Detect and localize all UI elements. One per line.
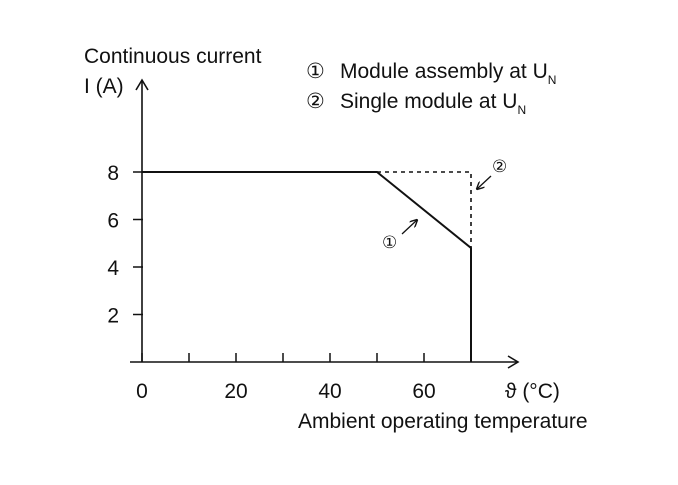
legend: ① Module assembly at UN ② Single module …	[306, 60, 556, 117]
x-tick-label: 20	[224, 380, 247, 403]
x-tick-label: 60	[412, 380, 435, 403]
y-axis-title-line1: Continuous current	[84, 45, 262, 68]
legend-marker: ①	[306, 60, 325, 83]
y-axis-title-line2: I (A)	[84, 75, 124, 98]
legend-label-main: Module assembly at U	[340, 60, 548, 83]
y-ticks	[133, 171, 143, 316]
x-ticks	[141, 353, 472, 362]
series-line-module-assembly	[142, 171, 472, 362]
x-axis-symbol: ϑ (°C)	[505, 380, 560, 403]
x-axis-title: Ambient operating temperature	[298, 410, 588, 433]
y-tick-label: 8	[107, 162, 119, 185]
annotation-single-module: ②	[477, 157, 507, 189]
y-axis-arrow-icon	[135, 78, 149, 91]
x-axis-arrow-icon	[507, 355, 520, 369]
series-line-single-module	[377, 171, 472, 248]
annotation-arrow-icon	[401, 220, 417, 235]
legend-item-single-module: ② Single module at UN	[306, 90, 526, 117]
y-tick-label: 2	[107, 305, 119, 328]
annotation-module-assembly: ①	[382, 220, 417, 252]
legend-label-sub: N	[517, 103, 526, 117]
annotation-marker: ①	[382, 233, 397, 252]
y-tick-label: 6	[107, 210, 119, 233]
annotation-marker: ②	[492, 157, 507, 176]
x-tick-label: 0	[136, 380, 148, 403]
y-tick-label: 4	[107, 257, 119, 280]
series-layer	[142, 171, 472, 362]
x-tick-label: 40	[318, 380, 341, 403]
legend-marker: ②	[306, 90, 325, 113]
legend-item-module-assembly: ① Module assembly at UN	[306, 60, 556, 87]
legend-label-sub: N	[548, 73, 557, 87]
legend-label: Single module at UN	[340, 90, 526, 117]
legend-label-main: Single module at U	[340, 90, 517, 113]
y-tick-labels: 2 4 6 8	[107, 162, 119, 328]
annotation-arrow-icon	[477, 175, 492, 189]
legend-label: Module assembly at UN	[340, 60, 556, 87]
x-tick-labels: 0 20 40 60	[136, 380, 436, 403]
